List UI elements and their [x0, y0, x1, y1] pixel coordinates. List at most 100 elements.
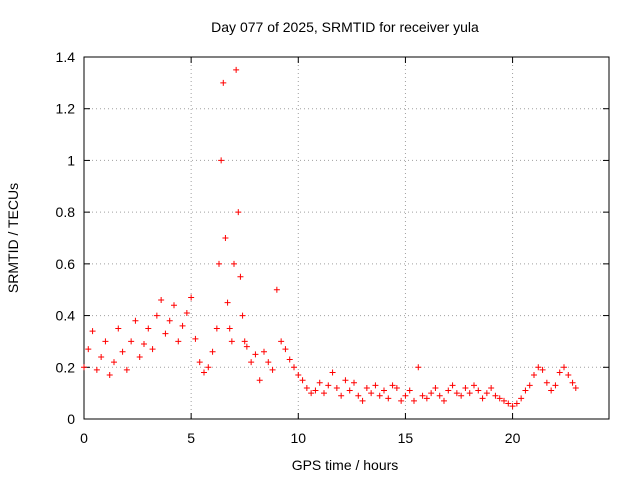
data-point	[496, 395, 503, 402]
data-point	[488, 384, 495, 391]
data-point	[513, 400, 520, 407]
data-point	[359, 397, 366, 404]
data-point	[286, 356, 293, 363]
data-point	[239, 312, 246, 319]
data-point	[123, 366, 130, 373]
data-point	[115, 325, 122, 332]
data-point	[218, 157, 225, 164]
data-point	[428, 390, 435, 397]
y-tick-label: 1.4	[56, 49, 76, 65]
data-point	[569, 379, 576, 386]
data-point	[432, 384, 439, 391]
y-tick-label: 0.4	[56, 308, 76, 324]
data-point	[325, 382, 332, 389]
data-point	[458, 392, 465, 399]
data-point	[213, 325, 220, 332]
data-point	[128, 338, 135, 345]
data-points	[81, 66, 579, 410]
data-point	[436, 392, 443, 399]
data-point	[224, 299, 231, 306]
data-point	[303, 384, 310, 391]
data-point	[531, 372, 537, 379]
data-point	[98, 353, 105, 360]
data-point	[256, 377, 263, 384]
data-point	[252, 351, 259, 358]
data-point	[205, 364, 212, 371]
data-point	[308, 390, 315, 397]
data-point	[561, 364, 567, 371]
grid	[84, 57, 609, 419]
data-point	[243, 343, 250, 350]
data-point	[171, 302, 177, 309]
data-point	[132, 317, 139, 324]
data-point	[376, 392, 383, 399]
data-point	[398, 397, 405, 404]
data-point	[220, 79, 227, 86]
data-point	[501, 397, 507, 404]
data-point	[222, 235, 229, 241]
axis-ticks: 0 0.2 0.4 0.6 0.8 1 1.2 1.4 0 5 10 15 20	[56, 49, 609, 446]
data-point	[261, 348, 267, 355]
data-point	[241, 338, 248, 345]
y-tick-label: 1	[67, 152, 75, 168]
data-point	[183, 309, 190, 316]
y-axis-title: SRMTID / TECUs	[5, 183, 21, 293]
data-point	[368, 390, 375, 397]
data-point	[556, 369, 563, 376]
y-tick-label: 0.2	[56, 359, 76, 375]
data-point	[355, 392, 362, 399]
data-point	[196, 359, 203, 366]
data-point	[389, 382, 396, 389]
data-point	[192, 335, 199, 342]
data-point	[372, 382, 379, 389]
data-point	[466, 390, 473, 397]
data-point	[449, 382, 456, 389]
data-point	[411, 397, 417, 404]
data-point	[233, 66, 240, 73]
data-point	[471, 382, 477, 389]
data-point	[145, 325, 152, 332]
data-point	[226, 325, 233, 332]
data-point	[505, 400, 512, 407]
data-point	[316, 379, 323, 386]
data-point	[162, 330, 169, 337]
data-point	[265, 359, 272, 366]
data-point	[552, 382, 559, 389]
chart-title: Day 077 of 2025, SRMTID for receiver yul…	[211, 19, 479, 35]
data-point	[216, 260, 222, 267]
data-point	[346, 387, 353, 394]
data-point	[419, 392, 426, 399]
data-point	[402, 392, 409, 399]
data-point	[333, 384, 340, 391]
x-tick-label: 10	[290, 430, 306, 446]
data-point	[393, 384, 400, 391]
data-point	[89, 328, 96, 335]
data-point	[518, 395, 525, 402]
data-point	[228, 338, 235, 345]
x-tick-label: 5	[187, 430, 195, 446]
data-point	[565, 372, 572, 379]
data-point	[526, 382, 533, 389]
data-point	[415, 364, 422, 371]
data-point	[111, 359, 117, 366]
data-point	[338, 392, 345, 399]
data-point	[85, 346, 92, 353]
data-point	[509, 403, 516, 410]
data-point	[166, 317, 173, 324]
data-point	[153, 312, 160, 319]
y-tick-label: 0	[67, 411, 75, 427]
data-point	[106, 372, 113, 379]
data-point	[141, 341, 147, 348]
x-axis-title: GPS time / hours	[292, 457, 399, 473]
y-tick-label: 0.6	[56, 256, 76, 272]
data-point	[522, 387, 529, 394]
data-point	[539, 366, 546, 373]
data-point	[453, 390, 460, 397]
y-tick-label: 0.8	[56, 204, 76, 220]
data-point	[572, 384, 579, 391]
data-point	[381, 387, 387, 394]
data-point	[231, 260, 237, 267]
data-point	[441, 397, 447, 404]
x-tick-label: 15	[398, 430, 414, 446]
